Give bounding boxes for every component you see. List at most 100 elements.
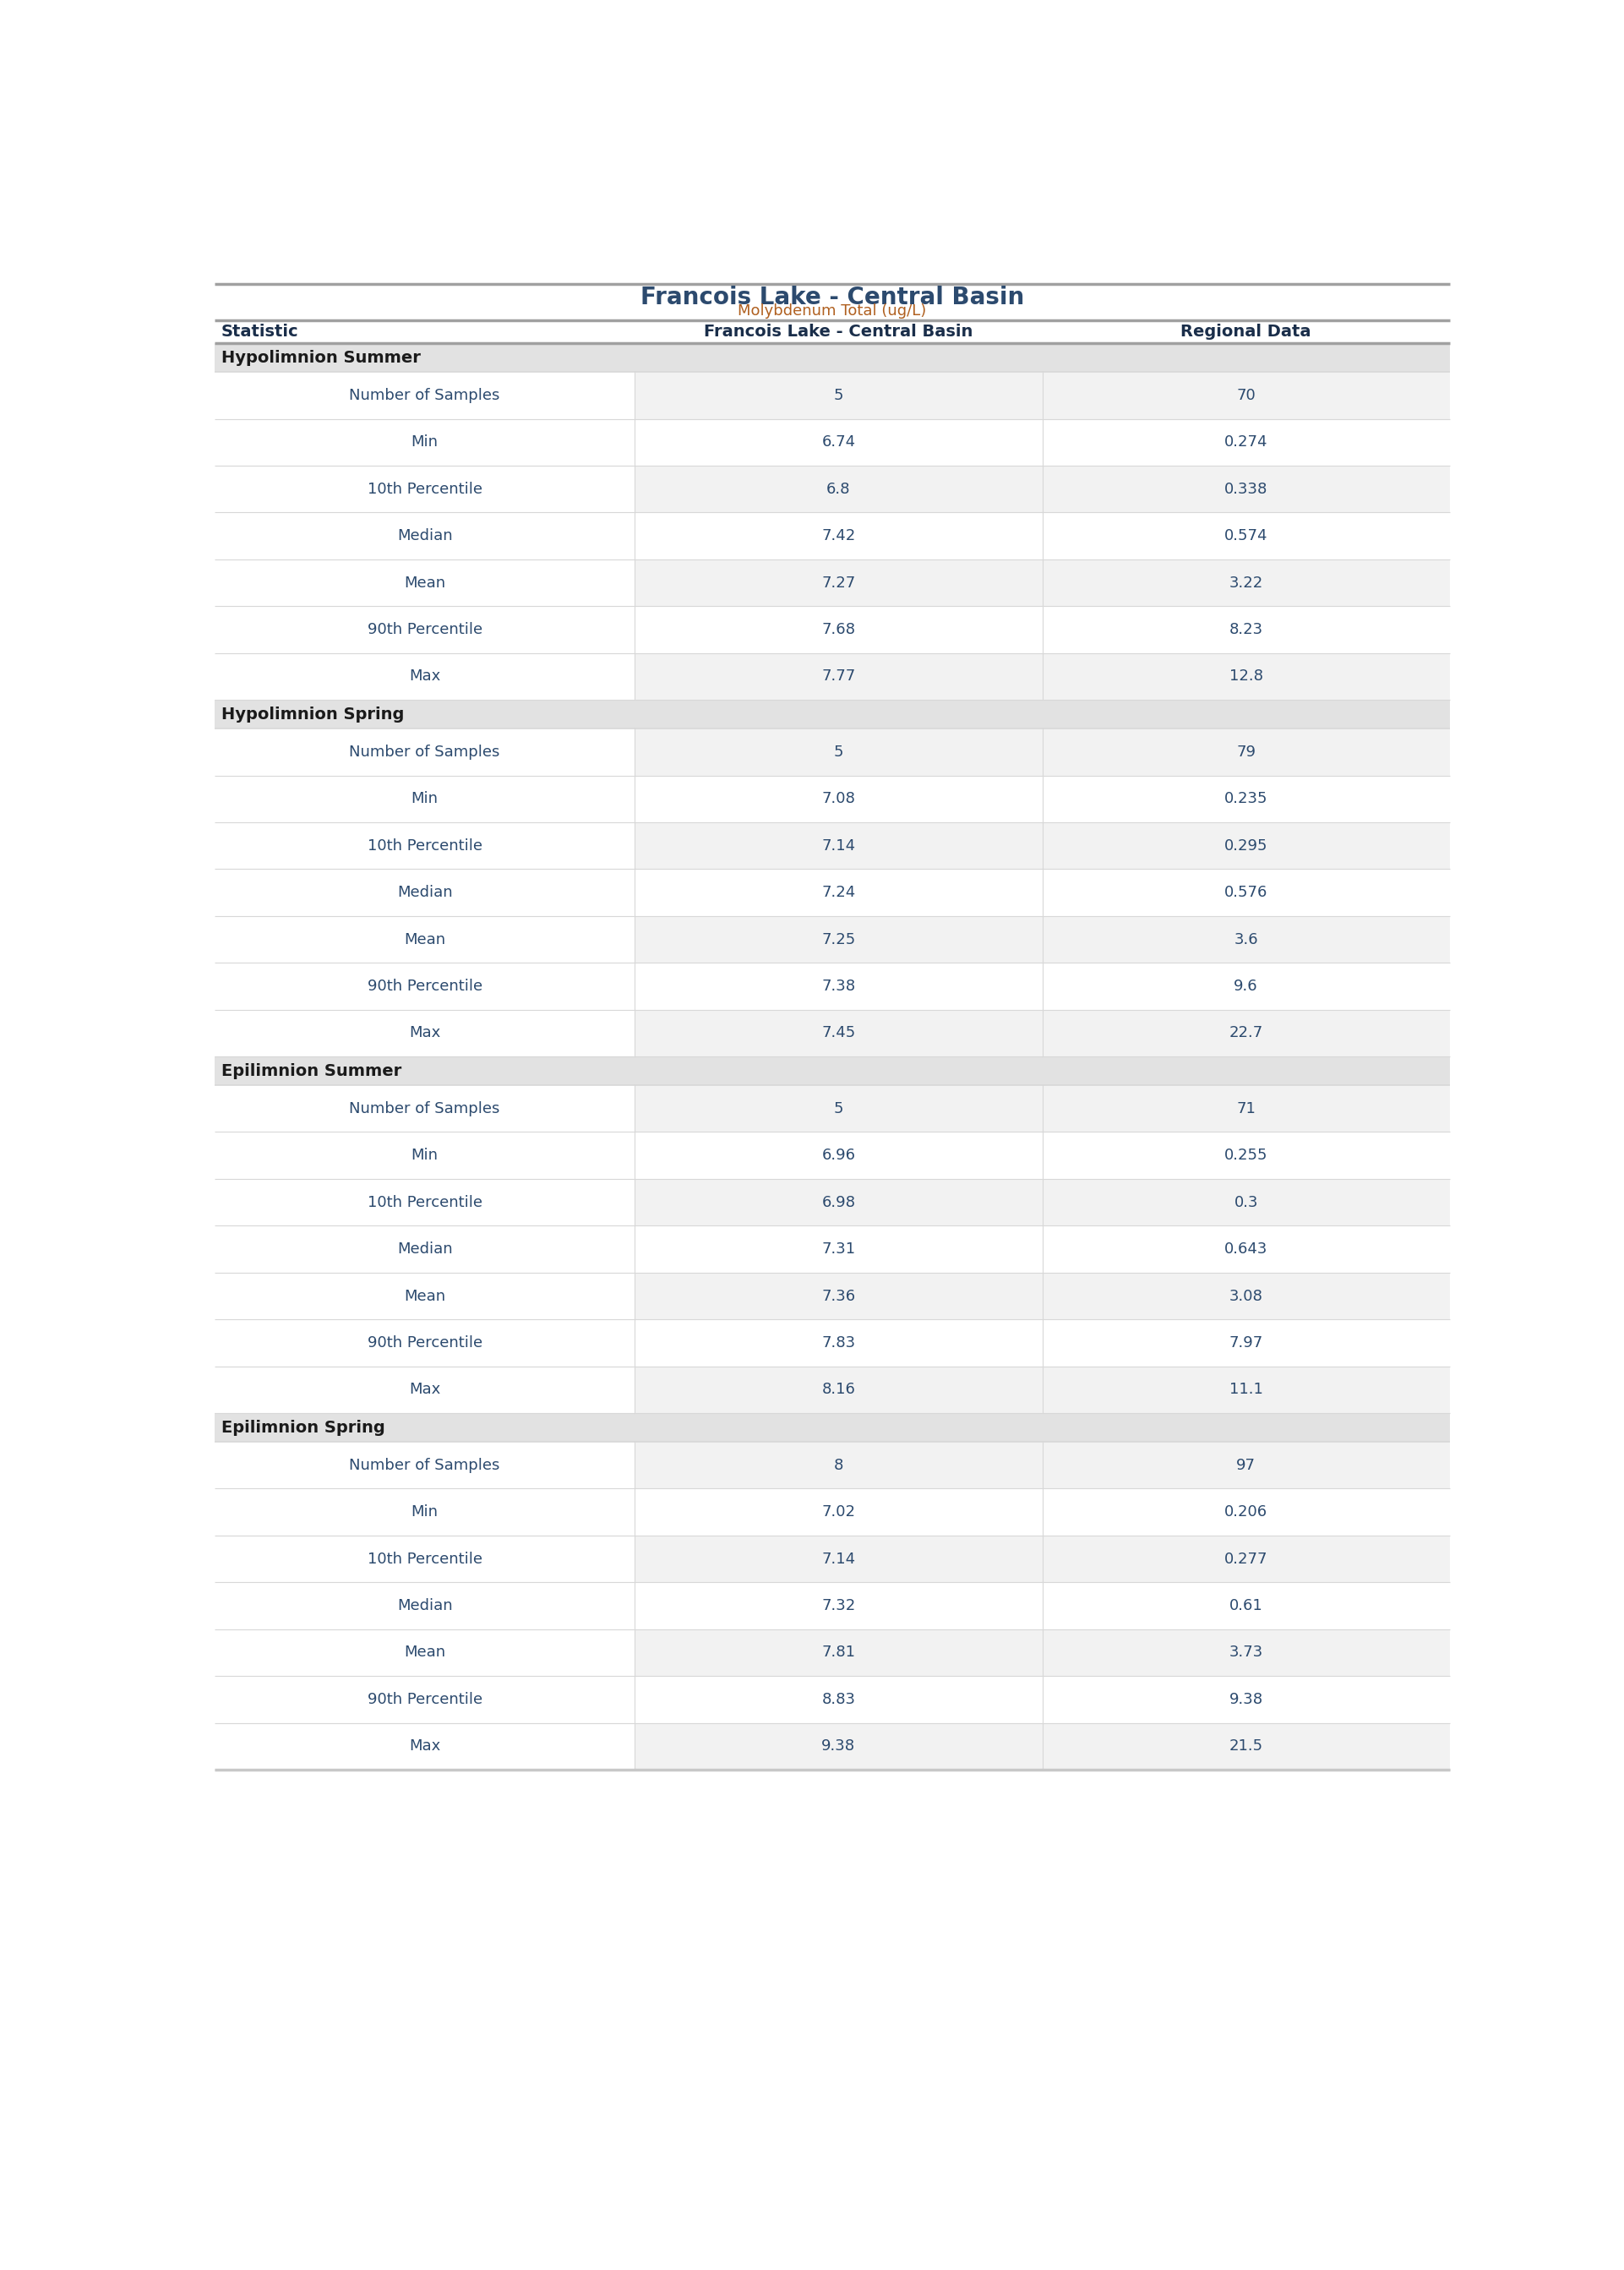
Text: 6.98: 6.98: [822, 1194, 856, 1210]
Text: Median: Median: [396, 885, 453, 901]
Bar: [214, 1085, 635, 1133]
Text: 7.14: 7.14: [822, 838, 856, 854]
Text: 9.38: 9.38: [1229, 1691, 1263, 1707]
Bar: [214, 822, 635, 869]
Text: Mean: Mean: [404, 574, 445, 590]
Text: 7.02: 7.02: [822, 1505, 856, 1519]
Bar: [635, 917, 1450, 962]
Bar: [214, 1535, 635, 1582]
Bar: [214, 606, 635, 654]
Bar: [635, 420, 1450, 465]
Text: Median: Median: [396, 1598, 453, 1614]
Text: Min: Min: [411, 1505, 438, 1519]
Text: 7.68: 7.68: [822, 622, 856, 638]
Bar: [635, 822, 1450, 869]
Text: 6.96: 6.96: [822, 1149, 856, 1162]
Text: 7.14: 7.14: [822, 1550, 856, 1566]
Text: 10th Percentile: 10th Percentile: [367, 1550, 482, 1566]
Text: 21.5: 21.5: [1229, 1739, 1263, 1755]
Bar: [635, 1178, 1450, 1226]
Text: Max: Max: [409, 1026, 440, 1040]
Bar: [214, 869, 635, 917]
Bar: [214, 1582, 635, 1630]
Text: 6.8: 6.8: [827, 481, 851, 497]
Bar: [214, 1367, 635, 1414]
Bar: [214, 654, 635, 699]
Bar: [214, 343, 1450, 372]
Text: 0.574: 0.574: [1224, 529, 1268, 543]
Bar: [635, 1367, 1450, 1414]
Bar: [635, 1085, 1450, 1133]
Bar: [214, 420, 635, 465]
Bar: [214, 1273, 635, 1319]
Text: Hypolimnion Spring: Hypolimnion Spring: [221, 706, 404, 722]
Text: 5: 5: [833, 745, 843, 760]
Text: Epilimnion Spring: Epilimnion Spring: [221, 1419, 385, 1435]
Text: 7.24: 7.24: [822, 885, 856, 901]
Bar: [635, 513, 1450, 558]
Bar: [635, 1489, 1450, 1535]
Bar: [214, 729, 635, 776]
Text: 79: 79: [1236, 745, 1255, 760]
Text: 90th Percentile: 90th Percentile: [367, 978, 482, 994]
Text: Francois Lake - Central Basin: Francois Lake - Central Basin: [640, 286, 1025, 309]
Text: 12.8: 12.8: [1229, 670, 1263, 683]
Text: 11.1: 11.1: [1229, 1382, 1263, 1398]
Bar: [635, 372, 1450, 420]
Bar: [214, 699, 1450, 729]
Text: 7.38: 7.38: [822, 978, 856, 994]
Text: 10th Percentile: 10th Percentile: [367, 838, 482, 854]
Text: 3.73: 3.73: [1229, 1646, 1263, 1659]
Bar: [214, 1010, 635, 1056]
Text: 0.255: 0.255: [1224, 1149, 1268, 1162]
Text: 0.576: 0.576: [1224, 885, 1268, 901]
Bar: [635, 962, 1450, 1010]
Text: 3.22: 3.22: [1229, 574, 1263, 590]
Text: 90th Percentile: 90th Percentile: [367, 1335, 482, 1351]
Text: 0.61: 0.61: [1229, 1598, 1263, 1614]
Text: 0.235: 0.235: [1224, 792, 1268, 806]
Text: 0.338: 0.338: [1224, 481, 1268, 497]
Text: 7.45: 7.45: [822, 1026, 856, 1040]
Text: 71: 71: [1236, 1101, 1255, 1117]
Text: 8: 8: [833, 1457, 843, 1473]
Bar: [635, 606, 1450, 654]
Text: 90th Percentile: 90th Percentile: [367, 1691, 482, 1707]
Bar: [635, 1133, 1450, 1178]
Bar: [635, 1630, 1450, 1675]
Text: 3.6: 3.6: [1234, 931, 1259, 947]
Text: 7.83: 7.83: [822, 1335, 856, 1351]
Text: 70: 70: [1236, 388, 1255, 404]
Text: 5: 5: [833, 1101, 843, 1117]
Bar: [214, 1414, 1450, 1441]
Bar: [635, 1535, 1450, 1582]
Bar: [214, 917, 635, 962]
Bar: [214, 465, 635, 513]
Text: Median: Median: [396, 1242, 453, 1258]
Bar: [635, 1319, 1450, 1367]
Text: Number of Samples: Number of Samples: [349, 745, 500, 760]
Bar: [214, 1056, 1450, 1085]
Text: 7.25: 7.25: [822, 931, 856, 947]
Text: 7.32: 7.32: [822, 1598, 856, 1614]
Text: 10th Percentile: 10th Percentile: [367, 481, 482, 497]
Text: 8.16: 8.16: [822, 1382, 856, 1398]
Bar: [214, 1630, 635, 1675]
Bar: [214, 558, 635, 606]
Bar: [635, 1273, 1450, 1319]
Text: 6.74: 6.74: [822, 434, 856, 449]
Bar: [214, 320, 1450, 343]
Text: 0.295: 0.295: [1224, 838, 1268, 854]
Bar: [214, 1441, 635, 1489]
Bar: [635, 1010, 1450, 1056]
Text: Molybdenum Total (ug/L): Molybdenum Total (ug/L): [737, 304, 927, 318]
Bar: [214, 1723, 635, 1771]
Text: Mean: Mean: [404, 1289, 445, 1303]
Text: Statistic: Statistic: [221, 325, 299, 340]
Text: 90th Percentile: 90th Percentile: [367, 622, 482, 638]
Text: Mean: Mean: [404, 1646, 445, 1659]
Text: 97: 97: [1236, 1457, 1255, 1473]
Bar: [214, 962, 635, 1010]
Text: Min: Min: [411, 434, 438, 449]
Text: 0.3: 0.3: [1234, 1194, 1259, 1210]
